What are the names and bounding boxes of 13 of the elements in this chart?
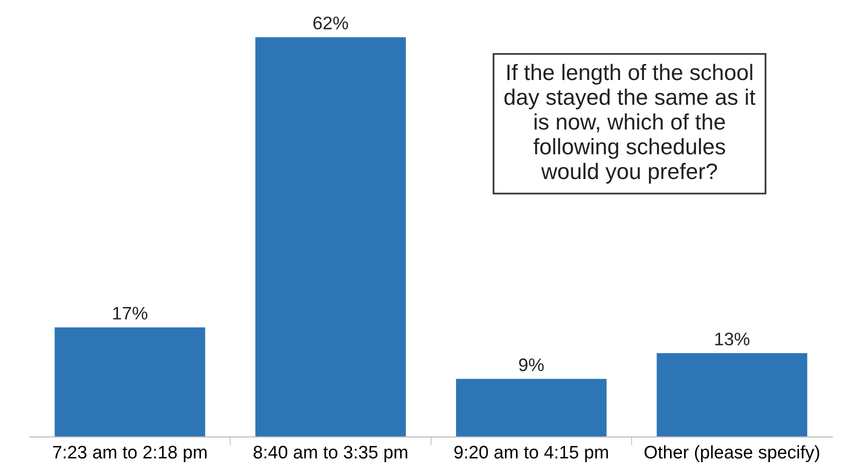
data-label: 17% <box>113 306 148 320</box>
x-tick-label: 9:20 am to 4:15 pm <box>454 446 608 462</box>
annotation: If the length of the school day stayed the same as it is now, which of the following schedules would you prefer? <box>504 64 756 184</box>
x-tick-label: 7:23 am to 2:18 pm <box>53 446 207 462</box>
x-tick-label: Other (please specify) <box>644 445 820 462</box>
bar <box>656 353 808 437</box>
bar <box>456 378 607 437</box>
bar <box>54 327 206 437</box>
data-label: 62% <box>313 16 348 30</box>
data-label: 13% <box>715 332 750 346</box>
x-tick-label: 8:40 am to 3:35 pm <box>254 446 408 462</box>
bar <box>255 37 406 437</box>
data-label: 9% <box>519 358 544 372</box>
